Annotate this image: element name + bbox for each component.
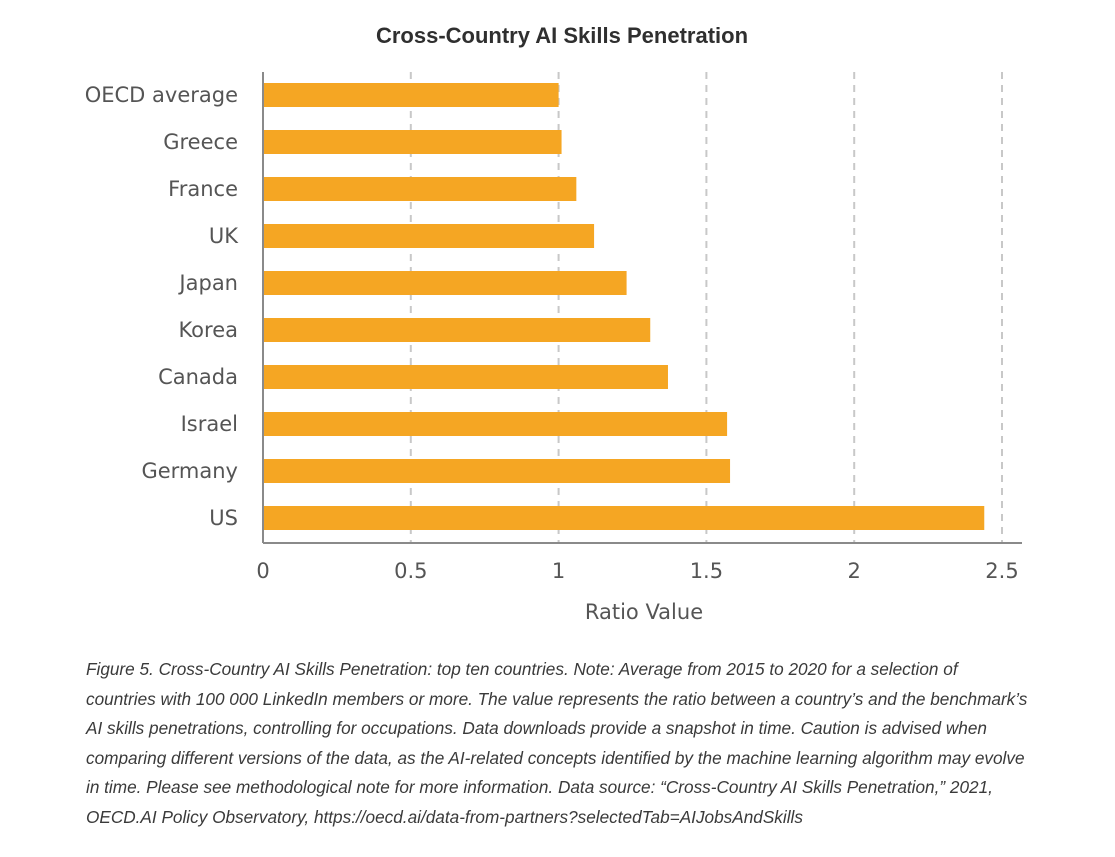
bar-2 — [263, 177, 577, 201]
category-label-8: Germany — [141, 459, 238, 483]
x-tick-label-3: 1.5 — [690, 559, 723, 583]
category-label-9: US — [209, 506, 238, 530]
category-label-6: Canada — [158, 365, 238, 389]
bar-6 — [263, 365, 668, 389]
bar-8 — [263, 459, 731, 483]
category-label-1: Greece — [163, 130, 238, 154]
bar-4 — [263, 271, 627, 295]
category-label-7: Israel — [181, 412, 238, 436]
category-label-2: France — [168, 177, 238, 201]
category-label-3: UK — [209, 224, 239, 248]
figure-caption: Figure 5. Cross-Country AI Skills Penetr… — [86, 659, 1028, 827]
x-tick-label-5: 2.5 — [985, 559, 1018, 583]
category-label-5: Korea — [178, 318, 238, 342]
x-axis-title: Ratio Value — [585, 600, 703, 624]
category-labels: OECD average Greece France UK Japan Korea Cana… — [85, 83, 239, 530]
bar-1 — [263, 130, 562, 154]
bars — [263, 83, 985, 530]
category-label-0: OECD average — [85, 83, 238, 107]
x-tick-label-1: 0.5 — [394, 559, 427, 583]
x-tick-label-4: 2 — [848, 559, 861, 583]
bar-3 — [263, 224, 595, 248]
category-label-4: Japan — [177, 271, 238, 295]
axes — [262, 72, 1022, 544]
bar-7 — [263, 412, 728, 436]
chart-title: Cross-Country AI Skills Penetration — [376, 23, 748, 48]
x-tick-label-0: 0 — [256, 559, 269, 583]
x-tick-label-2: 1 — [552, 559, 565, 583]
x-tick-labels: 0 0.5 1 1.5 2 2.5 — [256, 559, 1018, 583]
bar-9 — [263, 506, 985, 530]
bar-5 — [263, 318, 651, 342]
bar-0 — [263, 83, 559, 107]
